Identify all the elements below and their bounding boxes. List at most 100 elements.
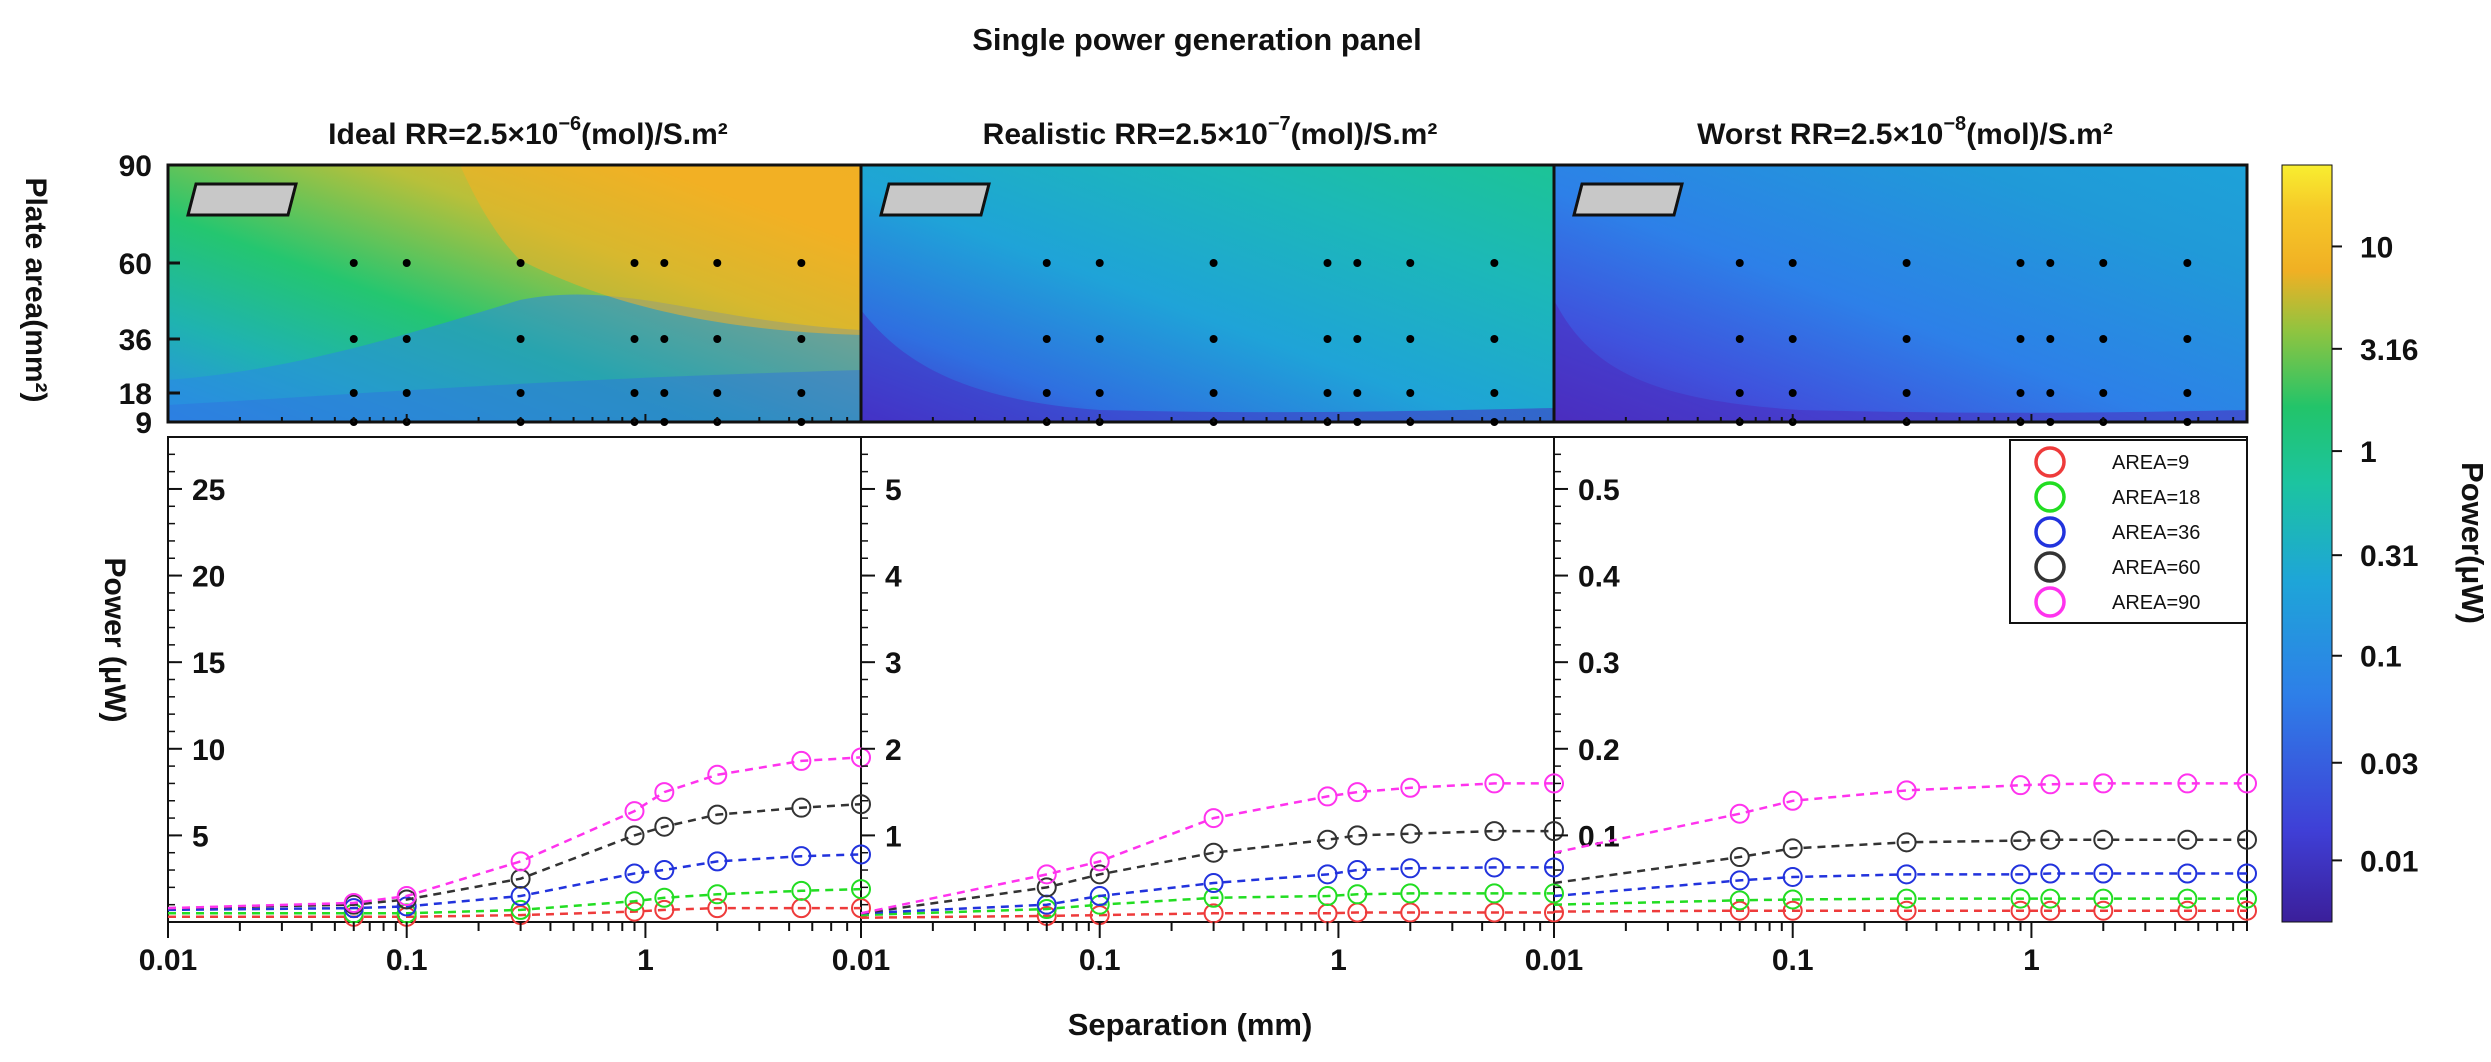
heatmap-sample-dot xyxy=(713,389,722,397)
series-marker xyxy=(2237,900,2257,921)
power-y-tick-label: 20 xyxy=(192,561,225,594)
series-marker xyxy=(2177,773,2198,794)
colorbar-tick-label: 1 xyxy=(2360,436,2377,469)
heatmap-sample-dot xyxy=(1353,418,1362,426)
heatmap-sample-dot xyxy=(1042,335,1051,343)
heatmap-sample-dot xyxy=(1323,389,1332,397)
heatmap-sample-dot xyxy=(1490,389,1499,397)
heatmap-sample-dot xyxy=(349,389,358,397)
power-series-layer: 5 10 15 20 25 1 2 3 4 5 0.1 0.2 0.3 0.4 0.5 xyxy=(167,453,2257,927)
heatmap-sample-dot xyxy=(1788,259,1797,267)
series-marker xyxy=(1203,842,1224,863)
series-marker xyxy=(1089,851,1110,872)
heatmap-sample-dot xyxy=(2046,418,2055,426)
series-line-area-18 xyxy=(168,887,862,915)
heatmap-sample-dot xyxy=(1490,259,1499,267)
heatmap-sample-dot xyxy=(1902,389,1911,397)
plate-icon xyxy=(186,182,298,217)
power-y-tick-label: 4 xyxy=(885,561,902,594)
series-marker xyxy=(2040,774,2061,795)
legend-marker xyxy=(2034,516,2066,548)
series-marker xyxy=(851,844,871,865)
legend-label: AREA=9 xyxy=(2112,452,2189,474)
heatmap-sample-dot xyxy=(1902,335,1911,343)
series-marker xyxy=(2177,829,2198,850)
series-marker xyxy=(654,887,675,908)
heatmap-sample-dot xyxy=(1323,335,1332,343)
heatmap-sample-dot xyxy=(1353,335,1362,343)
legend-label: AREA=90 xyxy=(2112,592,2200,614)
series-marker xyxy=(1896,900,1917,921)
series-marker xyxy=(851,879,871,900)
series-marker xyxy=(1544,883,1564,904)
power-y-tick-label: 5 xyxy=(885,474,902,507)
colorbar-label: Power(μW) xyxy=(2455,462,2490,624)
heatmap-y-tick-label: 90 xyxy=(119,150,152,183)
series-marker xyxy=(707,884,728,905)
series-marker xyxy=(1729,870,1750,891)
heatmap-sample-dot xyxy=(1490,335,1499,343)
series-marker xyxy=(2237,863,2257,884)
x-tick-label: 1 xyxy=(2023,944,2040,977)
series-line-area-18 xyxy=(860,892,1554,917)
series-marker xyxy=(707,764,728,785)
heatmap-sample-dot xyxy=(1735,259,1744,267)
legend-label: AREA=18 xyxy=(2112,487,2200,509)
legend-marker xyxy=(2034,446,2066,478)
series-marker xyxy=(2177,900,2198,921)
x-tick-label: 0.1 xyxy=(1079,944,1121,977)
series-marker xyxy=(2237,888,2257,909)
heatmap-sample-dot xyxy=(797,389,806,397)
heatmap-sample-dot xyxy=(2016,389,2025,397)
power-y-tick-label: 5 xyxy=(192,820,209,853)
colorbar-tick-label: 0.01 xyxy=(2360,845,2418,878)
heatmap-y-tick-label: 36 xyxy=(119,324,152,357)
legend-marker xyxy=(2034,481,2066,513)
series-marker xyxy=(1347,884,1368,905)
colorbar-tick-label: 0.1 xyxy=(2360,641,2402,674)
series-marker xyxy=(1400,858,1421,879)
series-marker xyxy=(1896,780,1917,801)
heatmap-sample-dot xyxy=(713,335,722,343)
series-marker xyxy=(1317,786,1338,807)
heatmap-sample-dot xyxy=(630,389,639,397)
heatmap-sample-points xyxy=(349,259,2192,426)
series-marker xyxy=(1544,773,1564,794)
series-marker xyxy=(1484,821,1505,842)
colorbar-tick-label: 3.16 xyxy=(2360,334,2418,367)
series-marker xyxy=(2010,775,2031,796)
heatmap-sample-dot xyxy=(1042,389,1051,397)
series-marker xyxy=(1782,838,1803,859)
series-line-area-9 xyxy=(860,911,1554,919)
x-tick-label: 0.1 xyxy=(1772,944,1814,977)
power-y-tick-label: 0.1 xyxy=(1578,820,1620,853)
series-marker xyxy=(1782,866,1803,887)
series-marker xyxy=(1203,873,1224,894)
series-marker xyxy=(2040,888,2061,909)
heatmap-sample-dot xyxy=(1735,335,1744,343)
series-marker xyxy=(1896,888,1917,909)
series-marker xyxy=(510,899,531,920)
series-marker xyxy=(1089,864,1110,885)
heatmap-sample-dot xyxy=(2183,418,2192,426)
series-marker xyxy=(1729,890,1750,911)
series-marker xyxy=(2237,773,2257,794)
heatmap-sample-dot xyxy=(660,418,669,426)
heatmap-sample-dot xyxy=(349,335,358,343)
x-tick-label: 1 xyxy=(1330,944,1347,977)
series-marker xyxy=(1203,887,1224,908)
heatmap-sample-dot xyxy=(516,335,525,343)
series-marker xyxy=(1347,825,1368,846)
x-tick-label: 0.1 xyxy=(386,944,428,977)
series-marker xyxy=(1782,889,1803,910)
power-y-tick-label: 10 xyxy=(192,734,225,767)
figure-title: Single power generation panel xyxy=(972,22,1422,57)
heatmap-sample-dot xyxy=(797,418,806,426)
series-marker xyxy=(1729,900,1750,921)
heatmap-sample-dot xyxy=(2016,335,2025,343)
series-line-area-60 xyxy=(167,802,862,910)
svg-text:Ideal RR=2.5×10−6(mol)/S.m²: Ideal RR=2.5×10−6(mol)/S.m² xyxy=(328,113,728,151)
power-y-tick-label: 25 xyxy=(192,474,225,507)
series-marker xyxy=(1317,829,1338,850)
heatmap-sample-dot xyxy=(1353,389,1362,397)
